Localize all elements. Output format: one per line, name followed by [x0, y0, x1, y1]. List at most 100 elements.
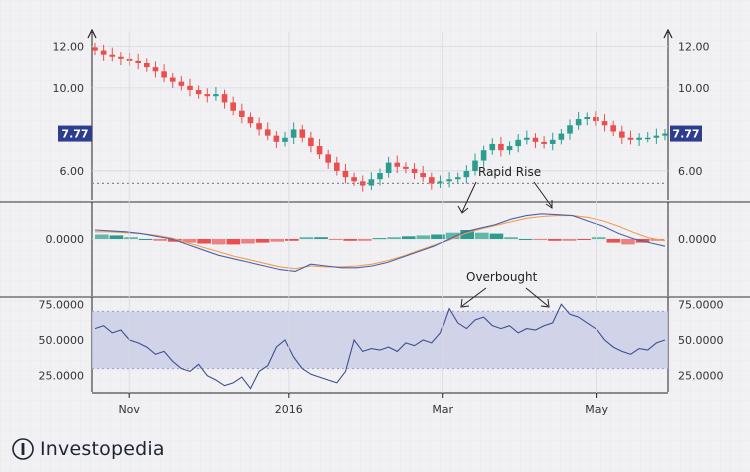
macd-histogram-bar — [358, 239, 372, 241]
candle-body — [135, 60, 141, 63]
candle-body — [575, 119, 582, 126]
macd-histogram-bar — [387, 237, 401, 239]
macd-histogram-bar — [138, 239, 153, 240]
macd-histogram-bar — [124, 237, 138, 239]
candle-body — [118, 56, 124, 59]
macd-histogram-bar — [343, 239, 358, 241]
macd-histogram-bar — [314, 237, 328, 239]
candle-body — [368, 179, 375, 186]
rsi-tick-right: 25.0000 — [678, 370, 724, 383]
price-badge-right: 7.77 — [670, 125, 702, 142]
overbought-arrow-left — [461, 287, 487, 307]
candle-body — [195, 89, 202, 95]
candle-body — [247, 116, 254, 124]
macd-histogram — [95, 230, 664, 245]
candle-body — [325, 154, 331, 163]
macd-histogram-bar — [328, 239, 343, 240]
candle-body — [644, 137, 651, 140]
candle-body — [403, 166, 409, 169]
candle-body — [446, 179, 452, 182]
candle-body — [411, 168, 418, 174]
price-tick-left: 6.00 — [60, 165, 85, 178]
candle-body — [169, 77, 176, 82]
candle-body — [290, 129, 297, 138]
candle-body — [377, 173, 383, 180]
x-tick-label: Mar — [432, 403, 453, 416]
rapid-rise-arrowhead-right — [545, 200, 553, 209]
candle-body — [256, 123, 262, 130]
price-badge-left-value: 7.77 — [61, 128, 88, 141]
candle-body — [282, 137, 288, 142]
candle-body — [601, 121, 608, 126]
macd-histogram-bar — [475, 232, 489, 239]
candle-body — [161, 71, 167, 78]
candle-body — [429, 177, 435, 184]
candle-body — [506, 146, 513, 151]
candle-body — [100, 50, 107, 55]
price-left-axis-arrow — [87, 28, 97, 39]
candle-body — [558, 133, 565, 140]
price-tick-right: 12.00 — [678, 40, 710, 53]
candle-body — [636, 137, 642, 140]
investopedia-logo: Investopedia — [12, 438, 165, 460]
candle-body — [144, 62, 150, 68]
candle-body — [385, 162, 392, 174]
price-tick-right: 6.00 — [678, 165, 703, 178]
candle-body — [549, 139, 556, 144]
candle-body — [308, 137, 314, 147]
macd-histogram-bar — [197, 239, 211, 244]
macd-histogram-bar — [270, 239, 284, 242]
macd-histogram-bar — [153, 239, 168, 241]
macd-histogram-bar — [460, 230, 474, 239]
overbought-arrowhead-right — [540, 298, 550, 308]
candle-body — [541, 141, 547, 144]
rsi-tick-right: 75.0000 — [678, 298, 724, 311]
overbought-arrowhead-left — [460, 298, 470, 308]
macd-histogram-bar — [416, 235, 431, 239]
candle-body — [187, 85, 193, 90]
price-badge-left-box — [58, 125, 92, 142]
candle-body — [213, 94, 219, 97]
x-tick-label: 2016 — [275, 403, 303, 416]
rapid-rise-arrow-left — [461, 181, 477, 213]
macd-line — [94, 213, 666, 272]
price-badge-right-value: 7.77 — [672, 128, 699, 141]
macd-histogram-bar — [226, 239, 241, 245]
candle-body — [532, 137, 539, 142]
macd-histogram-bar — [621, 239, 635, 245]
candle-body — [239, 110, 245, 117]
candle-body — [593, 116, 599, 122]
candle-body — [273, 135, 280, 142]
macd-tick-right: 0.0000 — [678, 233, 717, 246]
candle-body — [221, 94, 228, 103]
macd-histogram-bar — [182, 239, 197, 243]
candle-body — [584, 116, 591, 120]
candle-body — [567, 125, 573, 134]
candle-body — [264, 129, 271, 136]
rsi-tick-right: 50.0000 — [678, 334, 724, 347]
price-badge-right-box — [670, 125, 702, 142]
macd-histogram-bar — [562, 239, 577, 241]
candle-body — [351, 177, 357, 182]
x-tick-label: May — [585, 403, 608, 416]
macd-histogram-bar — [109, 235, 124, 239]
candle-body — [515, 139, 521, 147]
price-tick-right: 10.00 — [678, 82, 710, 95]
brand-name: Investopedia — [40, 438, 165, 460]
candle-body — [316, 146, 323, 155]
candle-body — [230, 102, 236, 111]
candle-body — [454, 177, 461, 180]
macd-histogram-bar — [255, 239, 270, 243]
candle-body — [480, 150, 487, 161]
candle-body — [299, 129, 306, 138]
candle-body — [619, 131, 625, 138]
candle-body — [472, 160, 478, 171]
rsi-panel: 75.0000 75.0000 50.0000 50.0000 25.0000 25.00… — [39, 270, 724, 392]
macd-histogram-bar — [548, 239, 562, 241]
macd-histogram-bar — [445, 232, 460, 239]
candle-body — [420, 173, 426, 178]
candle-body — [394, 162, 401, 167]
candle-body — [334, 162, 340, 171]
x-tick-label: Nov — [118, 403, 140, 416]
